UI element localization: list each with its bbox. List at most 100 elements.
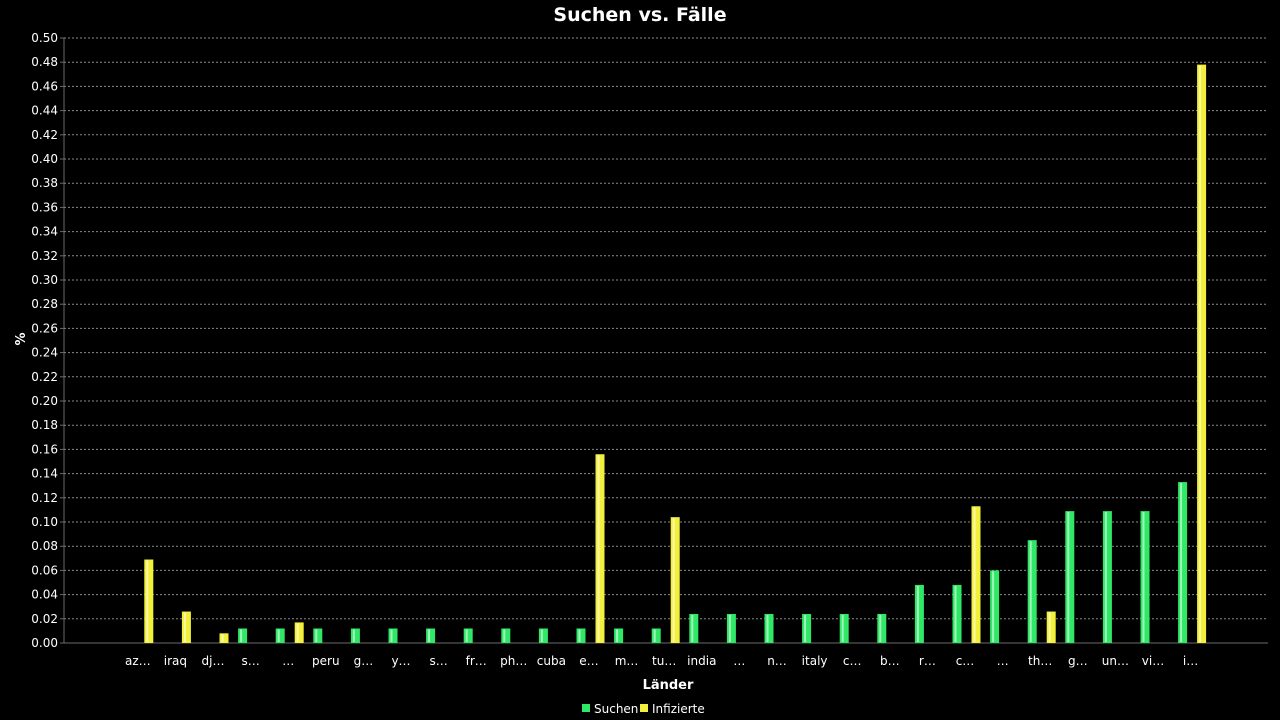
bar-suchen [238,628,248,643]
bar-highlight [879,614,882,642]
bar-highlight [1180,483,1183,642]
y-tick-label: 0.40 [31,152,58,166]
bar-highlight [1048,612,1051,642]
bar-suchen [1178,482,1188,643]
bar-highlight [465,629,468,642]
bar-suchen [350,628,360,643]
x-tick-label: s… [241,654,259,668]
x-tick-label: peru [312,654,340,668]
y-axis-ticks: 0.00 0.02 0.04 0.06 0.08 0.10 0.12 0.14 0.16 0.18… [31,31,1268,650]
x-tick-label: n… [767,654,787,668]
bar-highlight [315,629,318,642]
bar-infizierte [670,517,680,643]
bar-suchen [538,628,548,643]
y-tick-label: 0.26 [31,321,58,335]
bar-infizierte [595,454,605,643]
bar-suchen [1027,540,1037,643]
y-tick-label: 0.10 [31,515,58,529]
x-tick-label: c… [843,654,862,668]
bar-highlight [597,455,600,642]
y-tick-label: 0.44 [31,104,58,118]
bar-infizierte [219,633,229,643]
bar-suchen [990,570,1000,643]
x-tick-label: s… [429,654,447,668]
grid-lines [64,37,1268,620]
y-tick-label: 0.30 [31,273,58,287]
bar-highlight [1067,512,1070,642]
x-tick-label: g… [1068,654,1088,668]
y-tick-label: 0.22 [31,370,58,384]
bar-highlight [616,629,619,642]
bar-suchen [877,613,887,643]
bar-suchen [764,613,774,643]
bar-highlight [653,629,656,642]
x-axis-ticks: az… iraq dj… s… … peru g… y… s… fr… ph… cuba e… m… tu…… [125,654,1198,668]
x-tick-label: g… [354,654,374,668]
bar-highlight [240,629,243,642]
x-tick-label: … [997,654,1009,668]
x-tick-label: i… [1183,654,1198,668]
x-tick-label: az… [125,654,151,668]
x-tick-label: r… [919,654,936,668]
bar-highlight [973,507,976,642]
x-tick-label: cuba [537,654,566,668]
bar-highlight [540,629,543,642]
bar-suchen [1140,511,1150,643]
x-tick-label: dj… [202,654,225,668]
y-tick-label: 0.00 [31,636,58,650]
y-tick-label: 0.34 [31,225,58,239]
bar-highlight [1142,512,1145,642]
bar-suchen [952,584,962,643]
x-tick-label: tu… [652,654,676,668]
bar-highlight [691,614,694,642]
x-tick-label: m… [615,654,639,668]
x-tick-label: … [282,654,294,668]
bar-highlight [954,585,957,642]
y-tick-label: 0.02 [31,612,58,626]
x-axis-title: Länder [643,678,694,693]
y-tick-label: 0.06 [31,563,58,577]
bar-highlight [183,612,186,642]
chart-title: Suchen vs. Fälle [553,4,726,26]
bar-suchen [313,628,323,643]
bar-suchen [275,628,285,643]
bar-suchen [726,613,736,643]
y-axis-title: % [14,332,29,345]
bar-suchen [1102,511,1112,643]
x-tick-label: b… [880,654,900,668]
bar-infizierte [294,622,304,643]
bar-suchen [651,628,661,643]
legend-swatch-infizierte [640,704,648,712]
y-tick-label: 0.32 [31,249,58,263]
bar-highlight [728,614,731,642]
bar-highlight [1029,541,1032,642]
bar-suchen [802,613,812,643]
bar-highlight [277,629,280,642]
bar-highlight [1104,512,1107,642]
y-tick-label: 0.18 [31,418,58,432]
bar-highlight [766,614,769,642]
y-tick-label: 0.38 [31,176,58,190]
bar-highlight [352,629,355,642]
x-tick-label: fr… [466,654,487,668]
bars [144,64,1207,644]
x-tick-label: un… [1102,654,1129,668]
y-tick-label: 0.04 [31,588,58,602]
bar-highlight [146,560,149,642]
x-tick-label: e… [579,654,598,668]
bar-infizierte [181,611,191,643]
x-tick-label: c… [956,654,975,668]
bar-highlight [804,614,807,642]
y-tick-label: 0.46 [31,79,58,93]
y-tick-label: 0.50 [31,31,58,45]
legend-swatch-suchen [582,704,590,712]
bar-highlight [672,518,675,642]
bar-suchen [689,613,699,643]
bar-suchen [839,613,849,643]
x-tick-label: ph… [500,654,527,668]
bar-suchen [501,628,511,643]
y-tick-label: 0.42 [31,128,58,142]
bar-highlight [992,571,995,642]
bar-highlight [296,623,299,642]
